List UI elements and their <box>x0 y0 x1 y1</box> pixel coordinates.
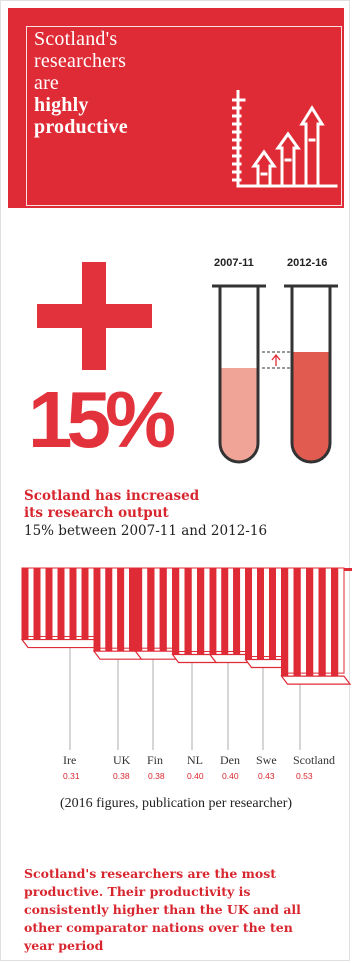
bar-nl <box>171 567 218 664</box>
value-label-ire: 0.31 <box>63 771 80 781</box>
bar-ire <box>20 567 102 649</box>
bar-den <box>208 567 253 664</box>
conclusion-line-1: Scotland's researchers are the most <box>24 866 277 881</box>
tube-outline-after <box>290 286 332 464</box>
value-label-den: 0.40 <box>222 771 239 781</box>
country-label-nl: NL <box>187 753 203 767</box>
period-before-label: 2007-11 <box>214 257 254 269</box>
productivity-bar-chart <box>20 567 352 750</box>
country-label-swe: Swe <box>256 753 277 767</box>
header-line-1: Scotland's <box>34 28 118 50</box>
value-label-nl: 0.40 <box>187 771 204 781</box>
header-line-4: highly <box>34 94 89 116</box>
bar-fin <box>134 567 180 660</box>
conclusion-line-5: year period <box>24 938 104 953</box>
country-label-uk: UK <box>113 753 131 767</box>
header-line-3: are <box>34 72 60 94</box>
summary-line-3: 15% between 2007-11 and 2012-16 <box>24 523 268 539</box>
tube-outline-before <box>218 286 260 464</box>
conclusion-line-2: productive. Their productivity is <box>24 884 251 899</box>
value-label-scotland: 0.53 <box>296 771 313 781</box>
header-panel: Scotland's researchers are highly produc… <box>8 8 344 208</box>
header-inner-border <box>26 26 342 206</box>
growth-percent: 15% <box>28 375 176 464</box>
increase-arrow-icon <box>271 353 281 366</box>
summary-line-1: Scotland has increased <box>24 488 200 504</box>
header-line-5: productive <box>34 116 128 138</box>
summary-line-2: its research output <box>24 505 169 521</box>
chart-note: (2016 figures, publication per researche… <box>59 796 293 811</box>
growth-chart-icon <box>232 90 338 188</box>
conclusion-line-3: consistently higher than the UK and all <box>24 902 301 917</box>
value-label-fin: 0.38 <box>148 771 165 781</box>
country-label-scotland: Scotland <box>293 753 335 767</box>
tube-fill-before <box>220 368 258 462</box>
value-label-uk: 0.38 <box>113 771 130 781</box>
plus-sign-horizontal <box>37 304 152 328</box>
bar-scotland <box>280 567 352 685</box>
country-label-ire: Ire <box>63 753 77 767</box>
country-label-den: Den <box>220 753 240 767</box>
conclusion-line-4: other comparator nations over the ten <box>24 920 293 935</box>
tube-fill-after <box>292 352 330 462</box>
value-label-swe: 0.43 <box>258 771 275 781</box>
period-after-label: 2012-16 <box>287 257 328 269</box>
bar-uk <box>92 567 143 660</box>
bar-swe <box>244 567 289 669</box>
test-tubes-graphic <box>212 284 338 464</box>
country-label-fin: Fin <box>147 753 164 767</box>
header-line-2: researchers <box>34 50 127 72</box>
